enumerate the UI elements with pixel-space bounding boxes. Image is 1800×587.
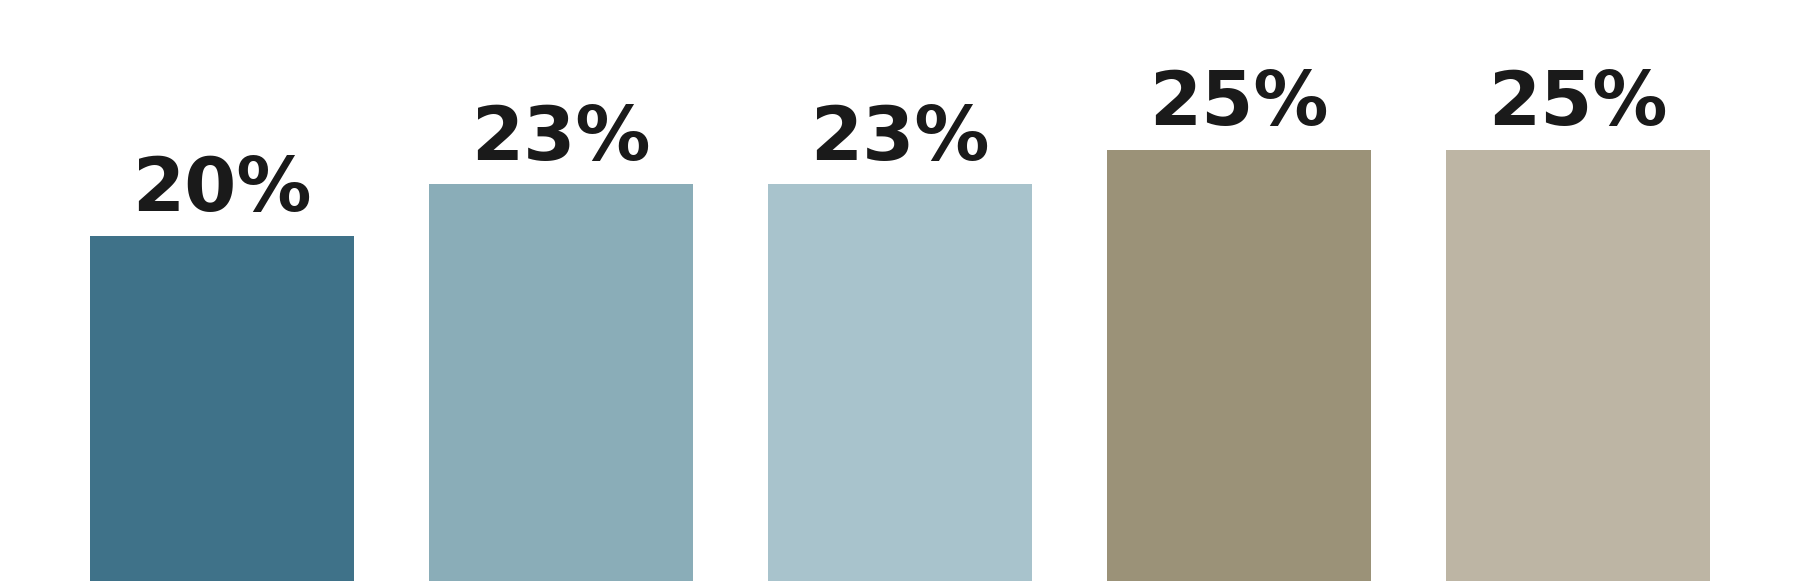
Bar xyxy=(1445,150,1710,581)
Text: 23%: 23% xyxy=(472,103,652,176)
Bar xyxy=(1107,150,1372,581)
Bar xyxy=(769,184,1031,581)
Text: 25%: 25% xyxy=(1489,68,1667,141)
Text: 25%: 25% xyxy=(1148,68,1328,141)
Text: 23%: 23% xyxy=(810,103,990,176)
Text: 20%: 20% xyxy=(133,154,311,227)
Bar xyxy=(90,236,355,581)
Bar xyxy=(428,184,693,581)
